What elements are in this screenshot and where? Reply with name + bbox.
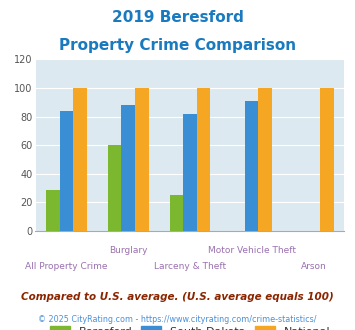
Bar — [258, 88, 272, 231]
Text: Arson: Arson — [301, 262, 326, 271]
Bar — [320, 88, 334, 231]
Text: Larceny & Theft: Larceny & Theft — [154, 262, 226, 271]
Bar — [121, 105, 135, 231]
Text: Burglary: Burglary — [109, 246, 147, 255]
Bar — [108, 145, 121, 231]
Bar — [245, 101, 258, 231]
Bar — [60, 111, 73, 231]
Text: Motor Vehicle Theft: Motor Vehicle Theft — [208, 246, 296, 255]
Bar — [73, 88, 87, 231]
Bar — [170, 195, 183, 231]
Text: Property Crime Comparison: Property Crime Comparison — [59, 38, 296, 53]
Bar — [135, 88, 148, 231]
Text: All Property Crime: All Property Crime — [25, 262, 108, 271]
Bar — [46, 189, 60, 231]
Legend: Beresford, South Dakota, National: Beresford, South Dakota, National — [50, 326, 330, 330]
Bar — [197, 88, 210, 231]
Text: © 2025 CityRating.com - https://www.cityrating.com/crime-statistics/: © 2025 CityRating.com - https://www.city… — [38, 315, 317, 324]
Bar — [183, 114, 197, 231]
Text: Compared to U.S. average. (U.S. average equals 100): Compared to U.S. average. (U.S. average … — [21, 292, 334, 302]
Text: 2019 Beresford: 2019 Beresford — [111, 10, 244, 25]
